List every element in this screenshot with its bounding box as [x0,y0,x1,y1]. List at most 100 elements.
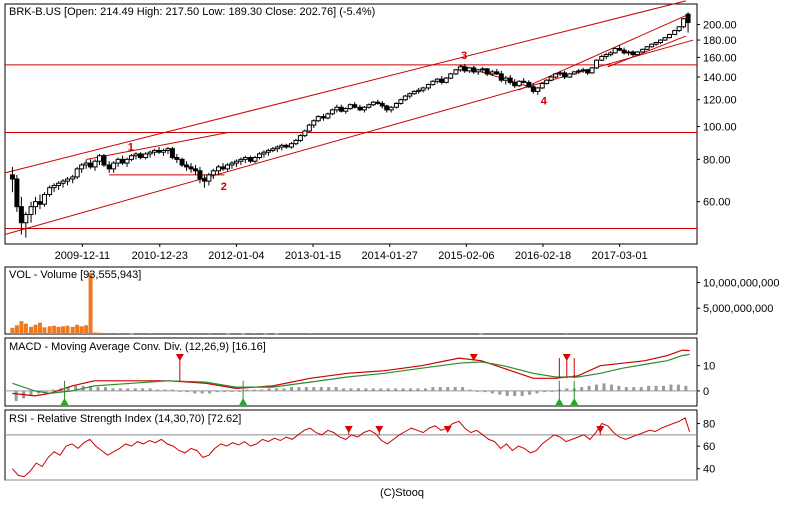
candle-body [210,170,216,176]
macd-y-tick-label: 0 [703,386,709,398]
macd-histogram-bar [44,390,48,392]
macd-histogram-bar [245,389,249,391]
macd-histogram-bar [141,388,145,391]
volume-bar [19,321,24,334]
candle-body [621,49,627,54]
candle-body [457,66,463,71]
candle-body [111,162,117,170]
candle-body [384,105,390,111]
candle-body [489,71,495,75]
overbought-marker [443,426,452,433]
macd-histogram-bar [423,388,427,391]
macd-histogram-bar [185,390,189,393]
candle-body [88,162,94,168]
price-chart-title: BRK-B.US [Open: 214.49 High: 217.50 Low:… [9,6,375,18]
macd-histogram-bar [215,390,219,393]
candle-body [47,187,53,196]
macd-histogram-bar [267,388,271,391]
macd-histogram-bar [580,387,584,391]
volume-chart-title: VOL - Volume [93,555,943] [9,269,141,281]
candle-body [160,149,166,153]
volume-y-tick-label: 10,000,000,000 [703,277,779,289]
macd-histogram-bar [654,385,658,391]
macd-plot: 0 10 [5,349,715,405]
macd-histogram-bar [483,390,487,393]
candle-body [676,26,682,32]
candle-body [79,164,85,170]
candle-body [347,104,353,110]
candle-body [220,166,226,170]
macd-histogram-bar [446,387,450,391]
candle-body [120,158,126,164]
candle-body [184,164,190,168]
candle-body [516,80,522,87]
buy-signal-marker [60,398,69,405]
macd-histogram-bar [684,385,688,391]
volume-bar [97,332,102,334]
candle-body [33,201,39,208]
candle-body [658,39,664,44]
candle-body [375,101,381,104]
candle-body [315,116,321,122]
candle-body [626,51,632,54]
volume-bar [47,326,52,334]
candle-body [580,69,586,72]
candle-body [466,67,472,72]
volume-bar [23,323,28,334]
candle-body [188,166,194,170]
macd-histogram-bar [170,389,174,391]
candle-body [672,30,678,35]
candle-body [23,213,29,224]
rsi-line [12,417,691,478]
macd-histogram-bar [89,385,93,391]
candle-body [571,71,577,75]
volume-bar [564,333,569,335]
candle-body [425,84,431,89]
price-y-tick-label: 100.00 [703,122,737,134]
macd-histogram-bar [587,385,591,391]
volume-bar [263,333,268,335]
volume-bar [52,325,57,334]
candle-body [302,130,308,137]
wave-annotation: 2 [221,181,227,193]
macd-histogram-bar [498,390,502,395]
candle-body [576,70,582,73]
candle-body [18,206,24,224]
candle-body [51,184,57,189]
candle-body [206,174,212,182]
volume-bar [65,325,70,334]
macd-histogram-bar [36,390,40,394]
candle-body [60,180,66,184]
volume-bar [129,333,134,335]
candle-body [494,71,500,75]
candle-body [630,51,636,56]
candle-body [594,59,600,69]
candle-body [535,87,541,92]
candle-body [453,69,459,75]
volume-bar [226,333,231,335]
candle-body [503,77,509,81]
macd-histogram-bar [111,388,115,391]
candle-body [65,178,71,182]
candle-body [297,135,303,141]
macd-histogram-bar [669,384,673,391]
macd-histogram-bar [535,390,539,394]
volume-bar [61,326,66,334]
volume-bar [93,332,98,334]
candle-body [252,157,258,162]
candle-body [92,160,98,168]
overbought-marker [375,426,384,433]
price-y-tick-label: 180.00 [703,35,737,47]
candle-body [448,73,454,79]
candle-body [662,37,668,41]
macd-histogram-bar [513,390,517,396]
candle-body [265,149,271,153]
candle-body [279,144,285,148]
sell-signal-marker [562,354,571,361]
volume-plot: 5,000,000,000 10,000,000,000 [10,273,779,335]
candle-body [41,194,47,205]
rsi-panel-frame [4,409,698,481]
macd-histogram-bar [14,390,18,401]
macd-panel-frame [4,337,698,407]
candle-body [462,66,468,72]
